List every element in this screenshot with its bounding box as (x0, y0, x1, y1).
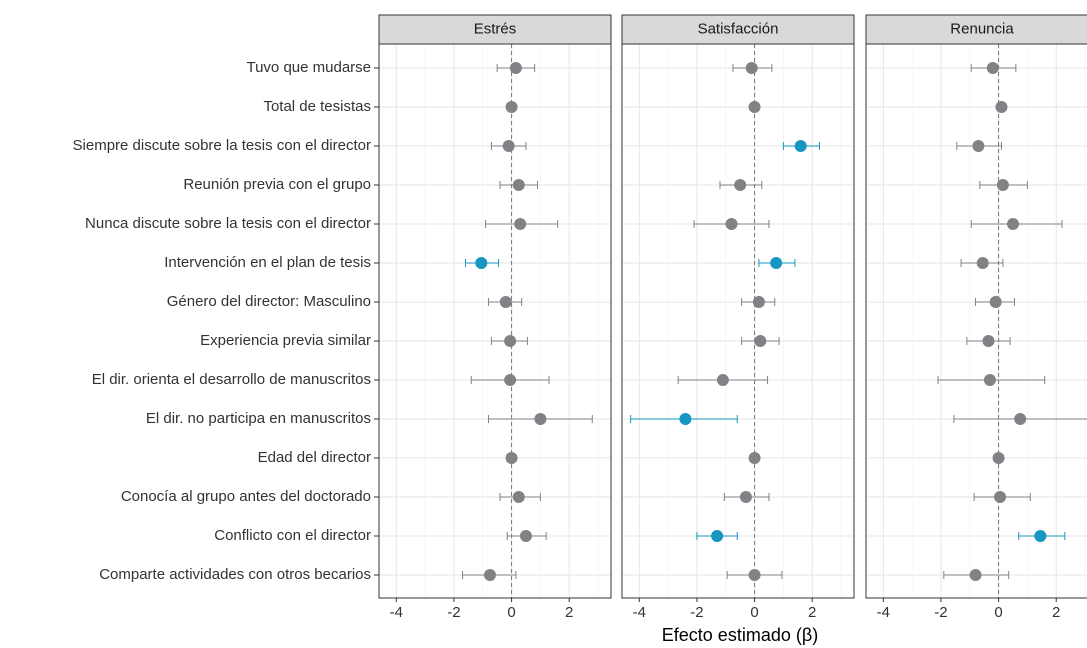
point (509, 62, 522, 74)
y-tick-label: El dir. orienta el desarrollo de manuscr… (92, 371, 371, 388)
point (716, 374, 729, 386)
point (504, 374, 517, 386)
point (983, 374, 996, 386)
x-tick-label: -2 (447, 604, 460, 621)
y-tick-label: Edad del director (258, 449, 371, 466)
point (745, 62, 758, 74)
strip (378, 14, 612, 45)
y-tick-label: Reunión previa con el grupo (183, 176, 371, 193)
y-tick-label: Total de tesistas (263, 98, 371, 115)
point (739, 491, 752, 503)
point (748, 452, 761, 464)
x-tick-label: -2 (690, 604, 703, 621)
strip-title: Renuncia (950, 20, 1014, 37)
y-tick-label: Siempre discute sobre la tesis con el di… (73, 137, 371, 154)
y-tick-label: Género del director: Masculino (167, 293, 371, 310)
point (794, 140, 807, 152)
point (711, 530, 724, 542)
x-tick-label: 2 (808, 604, 816, 621)
point (992, 452, 1005, 464)
x-tick-label: 0 (750, 604, 758, 621)
point (534, 413, 547, 425)
point (996, 179, 1009, 191)
point (514, 218, 527, 230)
y-tick-label: El dir. no participa en manuscritos (146, 410, 371, 427)
point (754, 335, 767, 347)
point (499, 296, 512, 308)
panel-background (866, 44, 1087, 598)
x-axis-title: Efecto estimado (β) (662, 625, 818, 645)
point (483, 569, 496, 581)
y-tick-label: Conflicto con el director (214, 527, 371, 544)
y-tick-label: Nunca discute sobre la tesis con el dire… (85, 215, 371, 232)
strip-title: Estrés (474, 20, 517, 37)
y-tick-label: Tuvo que mudarse (246, 59, 371, 76)
x-tick-label: 0 (994, 604, 1002, 621)
y-tick-label: Intervención en el plan de tesis (164, 254, 371, 271)
point (994, 491, 1007, 503)
strip (865, 14, 1087, 45)
y-tick-label: Experiencia previa similar (200, 332, 371, 349)
panel-background (622, 44, 854, 598)
point (982, 335, 995, 347)
x-tick-label: -4 (633, 604, 646, 621)
point (995, 101, 1008, 113)
y-tick-label: Comparte actividades con otros becarios (99, 566, 371, 583)
point (969, 569, 982, 581)
x-tick-label: 0 (507, 604, 515, 621)
point (505, 452, 518, 464)
point (512, 179, 525, 191)
point (725, 218, 738, 230)
point (734, 179, 747, 191)
strip (621, 14, 855, 45)
point (475, 257, 488, 269)
point (504, 335, 517, 347)
point (1034, 530, 1047, 542)
point (502, 140, 515, 152)
x-tick-label: -4 (390, 604, 403, 621)
x-tick-label: -2 (934, 604, 947, 621)
point (986, 62, 999, 74)
y-tick-label: Conocía al grupo antes del doctorado (121, 488, 371, 505)
point (770, 257, 783, 269)
point (1014, 413, 1027, 425)
strip-title: Satisfacción (698, 20, 779, 37)
point (972, 140, 985, 152)
point (976, 257, 989, 269)
point (519, 530, 532, 542)
point (679, 413, 692, 425)
point (505, 101, 518, 113)
x-tick-label: -4 (877, 604, 890, 621)
point (1006, 218, 1019, 230)
point (748, 569, 761, 581)
point (752, 296, 765, 308)
point (989, 296, 1002, 308)
point (748, 101, 761, 113)
panel-background (379, 44, 611, 598)
point (512, 491, 525, 503)
x-tick-label: 2 (565, 604, 573, 621)
x-tick-label: 2 (1052, 604, 1060, 621)
